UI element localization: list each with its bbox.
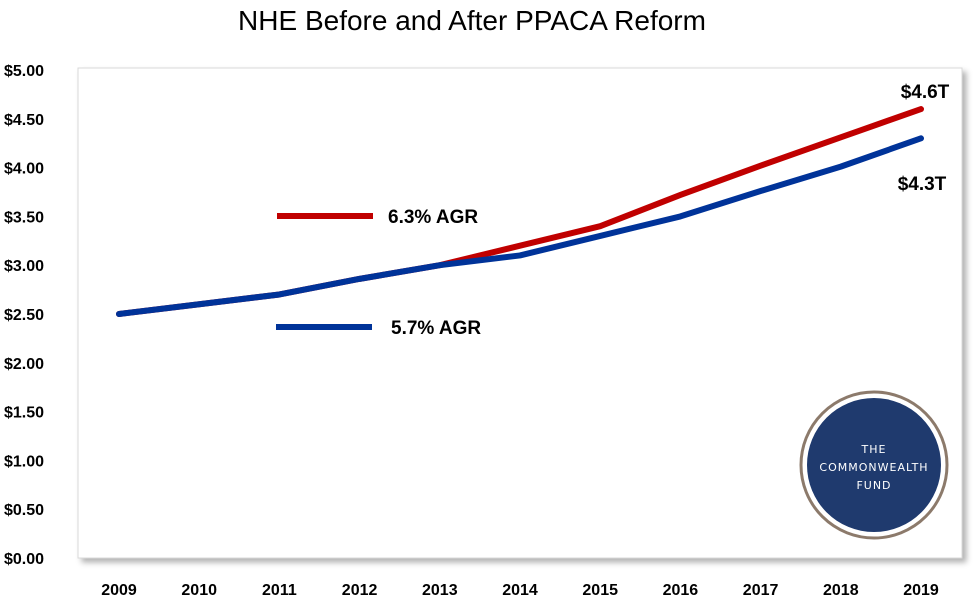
x-tick-label: 2013 bbox=[422, 582, 458, 599]
chart-title: NHE Before and After PPACA Reform bbox=[238, 5, 706, 36]
commonwealth-fund-logo: THE COMMONWEALTH FUND bbox=[799, 390, 949, 540]
x-tick-label: 2014 bbox=[502, 582, 538, 599]
y-tick-label: $3.00 bbox=[4, 258, 44, 275]
x-tick-label: 2018 bbox=[823, 582, 859, 599]
legend-label-1: 5.7% AGR bbox=[391, 318, 481, 339]
x-axis: 2009 2010 2011 2012 2013 2014 2015 2016 2017 2018… bbox=[101, 582, 939, 599]
logo-text-line: COMMONWEALTH bbox=[819, 461, 928, 474]
logo-text-line: THE bbox=[861, 443, 887, 456]
x-tick-label: 2016 bbox=[663, 582, 699, 599]
y-axis: $0.00 $0.50 $1.00 $1.50 $2.00 $2.50 $3.00 $3.50… bbox=[4, 63, 44, 568]
y-tick-label: $0.00 bbox=[4, 551, 44, 568]
end-value-label-0: $4.6T bbox=[901, 82, 950, 103]
series-lines bbox=[116, 106, 924, 317]
y-tick-label: $4.50 bbox=[4, 112, 44, 129]
x-tick-label: 2015 bbox=[582, 582, 618, 599]
end-labels: $4.6T $4.3T bbox=[898, 82, 950, 195]
series-line-1 bbox=[116, 135, 924, 317]
legend-label-0: 6.3% AGR bbox=[388, 207, 478, 228]
y-tick-label: $1.00 bbox=[4, 453, 44, 470]
y-tick-label: $2.50 bbox=[4, 307, 44, 324]
y-tick-label: $4.00 bbox=[4, 161, 44, 178]
y-tick-label: $3.50 bbox=[4, 209, 44, 226]
x-tick-label: 2009 bbox=[101, 582, 137, 599]
x-tick-label: 2019 bbox=[903, 582, 939, 599]
logo-disc bbox=[807, 398, 941, 532]
x-tick-label: 2017 bbox=[743, 582, 779, 599]
x-tick-label: 2011 bbox=[262, 582, 297, 599]
y-tick-label: $2.00 bbox=[4, 356, 44, 373]
x-tick-label: 2010 bbox=[181, 582, 217, 599]
legend: 6.3% AGR 5.7% AGR bbox=[276, 207, 481, 339]
logo-text-line: FUND bbox=[856, 479, 891, 492]
y-tick-label: $5.00 bbox=[4, 63, 44, 80]
y-tick-label: $0.50 bbox=[4, 502, 44, 519]
y-tick-label: $1.50 bbox=[4, 405, 44, 422]
x-tick-label: 2012 bbox=[342, 582, 378, 599]
end-value-label-1: $4.3T bbox=[898, 174, 947, 195]
